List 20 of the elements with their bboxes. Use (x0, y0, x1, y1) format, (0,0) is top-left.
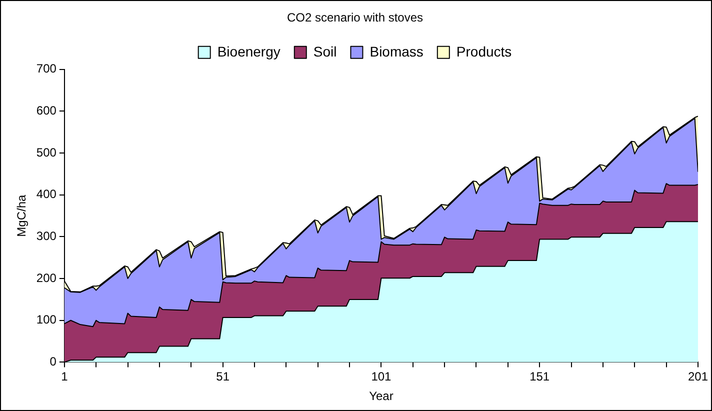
x-tick-label: 201 (688, 370, 708, 384)
x-tick-label: 51 (216, 370, 230, 384)
y-tick-label: 300 (36, 229, 57, 244)
x-tick-label: 151 (530, 370, 550, 384)
chart-title: CO2 scenario with stoves (286, 10, 424, 25)
y-axis-title: MgC/ha (14, 194, 29, 237)
y-tick-label: 200 (36, 270, 57, 285)
x-axis-title: Year (369, 389, 394, 404)
x-tick-label: 101 (371, 370, 392, 384)
y-tick-label: 400 (36, 187, 57, 202)
y-tick-label: 100 (36, 312, 57, 327)
x-tick-label: 1 (61, 370, 68, 384)
legend-label: Products (456, 43, 512, 60)
legend-label: Biomass (370, 43, 424, 60)
y-tick-label: 0 (50, 354, 57, 369)
legend-label: Soil (313, 43, 337, 60)
y-tick-label: 500 (36, 145, 57, 160)
y-tick-label: 600 (36, 104, 57, 118)
legend-label: Bioenergy (217, 43, 280, 60)
y-tick-label: 700 (36, 62, 57, 76)
